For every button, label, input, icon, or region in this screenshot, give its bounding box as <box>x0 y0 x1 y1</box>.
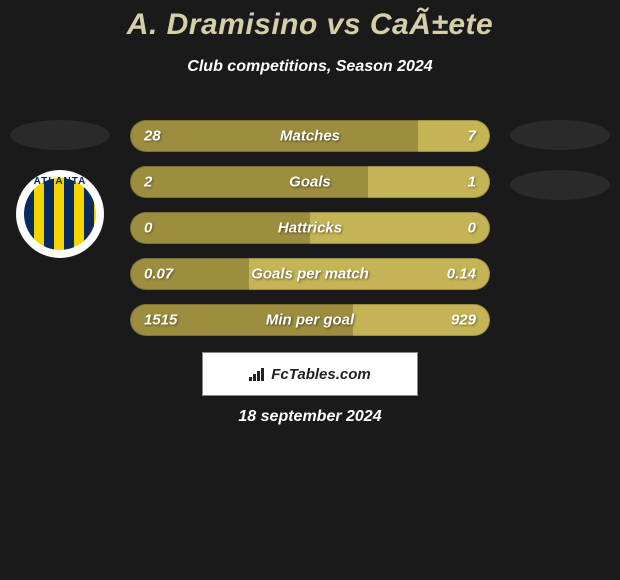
stat-label: Goals per match <box>251 266 369 283</box>
subtitle: Club competitions, Season 2024 <box>0 58 620 76</box>
stat-value-left: 0 <box>144 220 152 237</box>
stat-label: Hattricks <box>278 220 342 237</box>
stat-value-right: 7 <box>468 128 476 145</box>
stat-value-left: 2 <box>144 174 152 191</box>
footer-brand: FcTables.com <box>249 366 370 383</box>
stat-label: Matches <box>280 128 340 145</box>
badge-text: ATLANTA <box>34 176 87 187</box>
bar-right-segment <box>418 120 490 152</box>
stat-bar: 28 7 Matches <box>130 120 490 152</box>
chart-icon <box>249 367 267 381</box>
stat-value-right: 0 <box>468 220 476 237</box>
player-photo-placeholder-left <box>10 120 110 150</box>
left-player-col: ATLANTA <box>10 120 110 258</box>
footer-brand-text: FcTables.com <box>271 366 370 383</box>
stat-label: Min per goal <box>266 312 354 329</box>
stat-bar: 0 0 Hattricks <box>130 212 490 244</box>
player-photo-placeholder-right-2 <box>510 170 610 200</box>
badge-stripes <box>24 178 96 250</box>
bar-left-segment <box>130 120 418 152</box>
bar-left-segment <box>130 166 368 198</box>
stat-bar: 1515 929 Min per goal <box>130 304 490 336</box>
right-player-col <box>510 120 610 220</box>
stat-bar: 2 1 Goals <box>130 166 490 198</box>
footer-brand-box: FcTables.com <box>202 352 418 396</box>
comparison-bars: 28 7 Matches 2 1 Goals 0 0 Hattricks 0.07 0.14 Goal… <box>130 120 490 350</box>
stat-bar: 0.07 0.14 Goals per match <box>130 258 490 290</box>
footer-date: 18 september 2024 <box>238 408 381 426</box>
club-badge-left: ATLANTA <box>16 170 104 258</box>
stat-value-right: 1 <box>468 174 476 191</box>
stat-value-left: 0.07 <box>144 266 173 283</box>
stat-value-left: 1515 <box>144 312 177 329</box>
comparison-infographic: A. Dramisino vs CaÃ±ete Club competition… <box>0 0 620 580</box>
page-title: A. Dramisino vs CaÃ±ete <box>0 0 620 42</box>
player-photo-placeholder-right-1 <box>510 120 610 150</box>
stat-value-right: 0.14 <box>447 266 476 283</box>
stat-value-right: 929 <box>451 312 476 329</box>
stat-label: Goals <box>289 174 331 191</box>
stat-value-left: 28 <box>144 128 161 145</box>
